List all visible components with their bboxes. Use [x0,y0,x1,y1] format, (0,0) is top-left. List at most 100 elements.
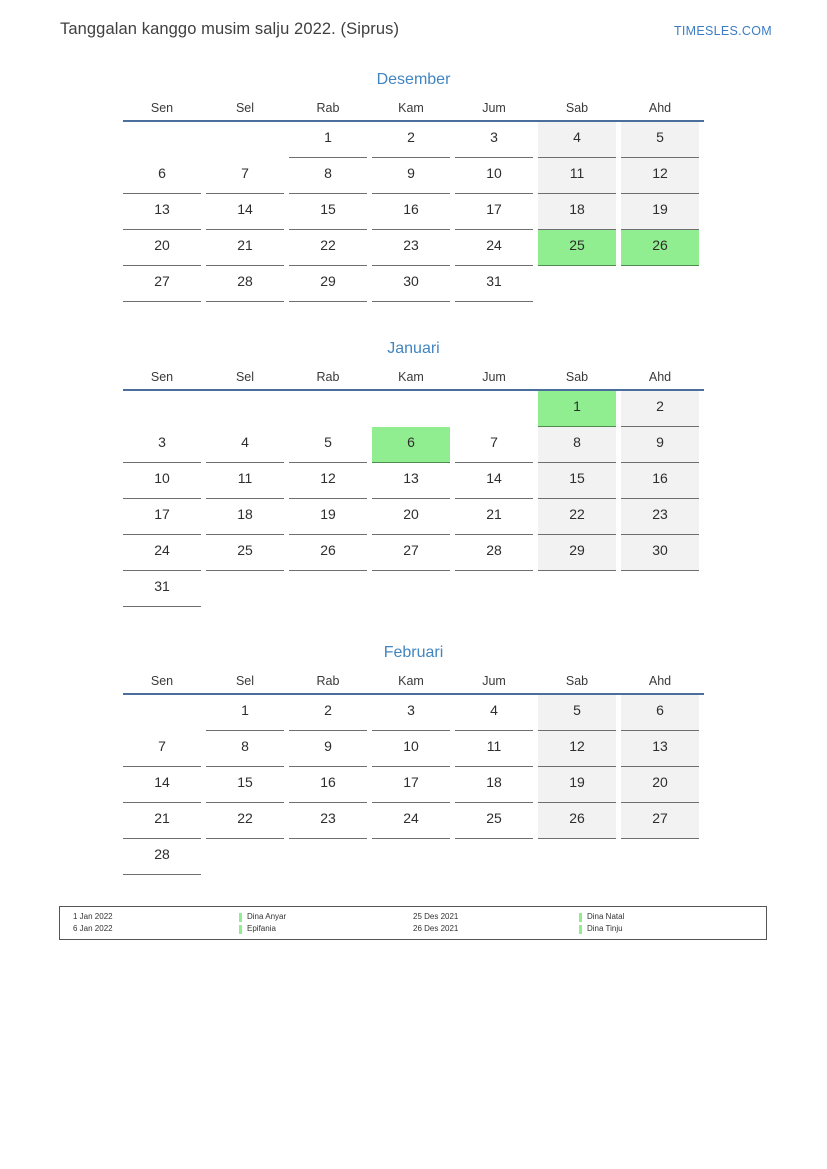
day-cell[interactable]: 14 [123,767,201,803]
day-cell[interactable]: 31 [455,266,533,302]
day-number: 15 [320,201,336,217]
day-cell[interactable]: 10 [372,731,450,767]
day-cell[interactable]: 21 [455,499,533,535]
day-cell[interactable]: 16 [372,194,450,230]
day-cell[interactable]: 21 [123,803,201,839]
day-cell[interactable]: 2 [289,695,367,731]
day-cell[interactable]: 1 [289,122,367,158]
day-cell[interactable]: 16 [621,463,699,499]
day-cell[interactable]: 25 [206,535,284,571]
day-cell[interactable]: 7 [206,158,284,194]
day-cell[interactable]: 14 [455,463,533,499]
day-cell[interactable]: 29 [538,535,616,571]
day-cell[interactable]: 3 [455,122,533,158]
day-cell[interactable]: 2 [372,122,450,158]
day-cell[interactable]: 13 [621,731,699,767]
day-cell[interactable]: 22 [538,499,616,535]
day-cell[interactable]: 15 [538,463,616,499]
day-cell[interactable]: 17 [372,767,450,803]
day-cell[interactable]: 4 [538,122,616,158]
day-cell[interactable]: 11 [455,731,533,767]
day-cell[interactable]: 12 [289,463,367,499]
day-cell[interactable]: 23 [289,803,367,839]
day-cell[interactable]: 4 [455,695,533,731]
day-cell[interactable]: 12 [538,731,616,767]
day-cell[interactable]: 18 [455,767,533,803]
day-cell[interactable]: 3 [123,427,201,463]
day-cell[interactable]: 1 [206,695,284,731]
day-cell[interactable]: 30 [621,535,699,571]
day-cell[interactable]: 11 [538,158,616,194]
day-number [621,571,699,601]
day-cell[interactable]: 6 [621,695,699,731]
day-cell[interactable]: 12 [621,158,699,194]
day-cell[interactable]: 28 [455,535,533,571]
day-cell[interactable]: 24 [123,535,201,571]
day-cell[interactable]: 9 [289,731,367,767]
day-cell[interactable]: 2 [621,391,699,427]
day-cell[interactable]: 19 [538,767,616,803]
day-cell[interactable]: 26 [538,803,616,839]
day-cell[interactable]: 6 [372,427,450,463]
day-cell[interactable]: 7 [455,427,533,463]
day-cell[interactable]: 18 [206,499,284,535]
page-title: Tanggalan kanggo musim salju 2022. (Sipr… [60,20,400,38]
day-cell[interactable]: 27 [621,803,699,839]
day-number: 26 [652,237,668,253]
day-cell[interactable]: 15 [289,194,367,230]
day-cell[interactable]: 20 [372,499,450,535]
day-cell[interactable]: 28 [206,266,284,302]
day-cell[interactable]: 17 [455,194,533,230]
day-cell[interactable]: 19 [289,499,367,535]
day-cell[interactable]: 9 [621,427,699,463]
brand-logo[interactable]: TIMESLES.COM [673,24,772,38]
day-cell[interactable]: 25 [455,803,533,839]
day-cell[interactable]: 23 [372,230,450,266]
day-cell[interactable]: 29 [289,266,367,302]
day-cell[interactable]: 25 [538,230,616,266]
day-cell[interactable]: 9 [372,158,450,194]
day-cell[interactable]: 26 [289,535,367,571]
day-cell[interactable]: 4 [206,427,284,463]
day-cell[interactable]: 8 [206,731,284,767]
day-cell[interactable]: 15 [206,767,284,803]
day-cell[interactable]: 20 [123,230,201,266]
day-cell[interactable]: 5 [621,122,699,158]
day-cell[interactable]: 3 [372,695,450,731]
day-cell[interactable]: 22 [289,230,367,266]
day-cell[interactable]: 18 [538,194,616,230]
day-cell[interactable]: 22 [206,803,284,839]
day-cell[interactable]: 10 [455,158,533,194]
week-row: 31 [123,571,704,607]
day-cell[interactable]: 20 [621,767,699,803]
day-cell[interactable]: 23 [621,499,699,535]
day-cell[interactable]: 26 [621,230,699,266]
day-cell[interactable]: 5 [538,695,616,731]
day-cell[interactable]: 16 [289,767,367,803]
day-cell[interactable]: 24 [372,803,450,839]
day-cell[interactable]: 6 [123,158,201,194]
day-cell[interactable]: 14 [206,194,284,230]
day-cell[interactable]: 13 [372,463,450,499]
week-row: 13 14 15 16 17 18 19 [123,194,704,230]
day-cell[interactable]: 19 [621,194,699,230]
day-number: 5 [573,702,581,718]
day-cell[interactable]: 21 [206,230,284,266]
day-cell[interactable]: 11 [206,463,284,499]
week-row: 27 28 29 30 31 [123,266,704,302]
day-cell[interactable]: 17 [123,499,201,535]
day-cell[interactable]: 24 [455,230,533,266]
day-cell[interactable]: 7 [123,731,201,767]
day-cell[interactable]: 30 [372,266,450,302]
day-cell[interactable]: 31 [123,571,201,607]
day-cell[interactable]: 10 [123,463,201,499]
day-cell[interactable]: 5 [289,427,367,463]
day-cell[interactable]: 13 [123,194,201,230]
day-cell[interactable]: 1 [538,391,616,427]
day-number [538,266,616,296]
day-cell[interactable]: 27 [123,266,201,302]
day-cell[interactable]: 27 [372,535,450,571]
day-cell[interactable]: 8 [289,158,367,194]
day-cell[interactable]: 8 [538,427,616,463]
day-cell[interactable]: 28 [123,839,201,875]
